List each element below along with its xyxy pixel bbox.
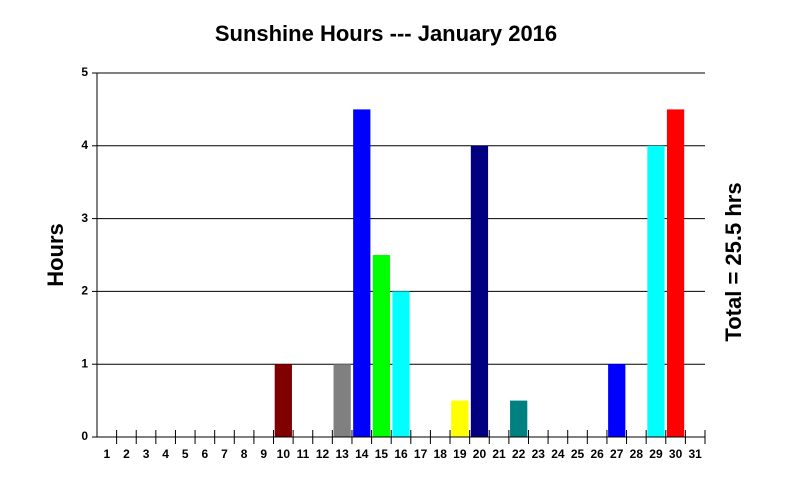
x-tick-label: 6 — [202, 447, 209, 461]
x-tick-label: 10 — [277, 447, 291, 461]
x-tick-label: 16 — [394, 447, 408, 461]
x-tick-label: 25 — [571, 447, 585, 461]
annotation: Total = 25.5 hrs — [721, 182, 746, 341]
x-tick-label: 18 — [434, 447, 448, 461]
bar — [333, 364, 351, 437]
y-tick-label: 1 — [81, 356, 88, 370]
x-tick-label: 7 — [221, 447, 228, 461]
y-tick-label: 3 — [81, 211, 88, 225]
chart-title: Sunshine Hours --- January 2016 — [215, 21, 557, 46]
x-tick-label: 9 — [260, 447, 267, 461]
x-tick-label: 13 — [335, 447, 349, 461]
x-tick-label: 3 — [143, 447, 150, 461]
x-tick-label: 5 — [182, 447, 189, 461]
x-tick-label: 17 — [414, 447, 428, 461]
bar — [353, 109, 371, 438]
bar — [392, 291, 410, 437]
x-tick-label: 12 — [316, 447, 330, 461]
x-tick-label: 23 — [532, 447, 546, 461]
x-tick-label: 21 — [492, 447, 506, 461]
bar — [451, 400, 469, 437]
x-tick-label: 28 — [630, 447, 644, 461]
x-tick-label: 8 — [241, 447, 248, 461]
x-tick-label: 31 — [689, 447, 703, 461]
bar — [372, 255, 391, 437]
bar — [647, 145, 665, 438]
x-tick-label: 20 — [473, 447, 487, 461]
bar — [608, 364, 626, 437]
x-tick-label: 26 — [590, 447, 604, 461]
x-tick-label: 30 — [669, 447, 683, 461]
y-tick-label: 4 — [81, 138, 88, 152]
x-tick-label: 4 — [162, 447, 169, 461]
x-tick-label: 19 — [453, 447, 467, 461]
x-tick-label: 27 — [610, 447, 624, 461]
bar — [274, 364, 292, 437]
x-tick-label: 2 — [123, 447, 130, 461]
y-tick-label: 2 — [81, 284, 88, 298]
y-axis-label: Hours — [43, 223, 68, 287]
bar — [470, 145, 489, 438]
x-tick-label: 29 — [649, 447, 663, 461]
x-tick-label: 24 — [551, 447, 565, 461]
x-tick-label: 1 — [103, 447, 110, 461]
bar — [510, 400, 528, 437]
y-tick-label: 0 — [81, 429, 88, 443]
x-tick-label: 22 — [512, 447, 526, 461]
x-tick-label: 11 — [297, 447, 310, 461]
bar — [666, 109, 685, 438]
x-tick-label: 14 — [355, 447, 369, 461]
y-tick-label: 5 — [81, 65, 88, 79]
x-tick-label: 15 — [375, 447, 389, 461]
